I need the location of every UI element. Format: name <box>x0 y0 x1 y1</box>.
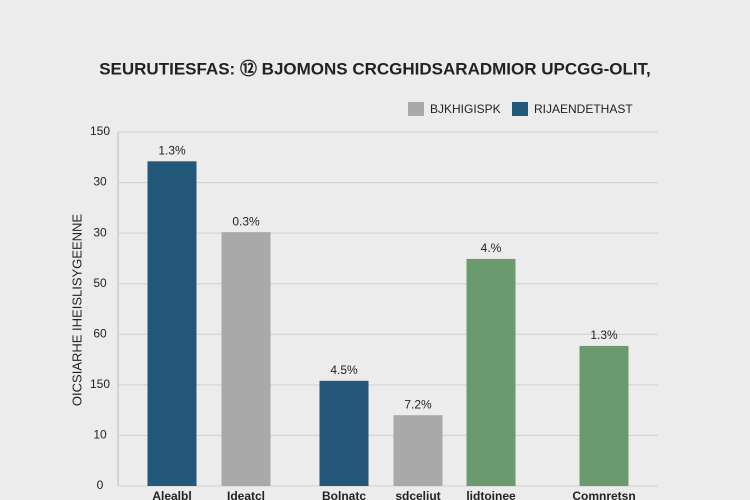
legend-swatch <box>512 102 528 116</box>
y-tick-label: 150 <box>90 124 110 138</box>
bar <box>221 232 271 486</box>
y-tick-label: 150 <box>90 377 110 391</box>
legend-swatch <box>408 102 424 116</box>
y-tick-label: 10 <box>93 428 107 442</box>
chart-title: SEURUTIESFAS: ⑫ BJOMONS CRCGHIDSARADMIOR… <box>99 58 651 78</box>
y-tick-label: 30 <box>93 225 107 239</box>
y-tick-label: 0 <box>97 478 104 492</box>
bar-annotation: 0.3% <box>232 214 260 228</box>
bar-annotation: 1.3% <box>590 328 618 342</box>
bar-annotation: 4.% <box>481 241 502 255</box>
x-tick-label: Bolnatc <box>322 489 366 500</box>
x-tick-label: Ideatcl <box>227 489 265 500</box>
bar <box>466 258 516 486</box>
y-tick-label: 50 <box>93 276 107 290</box>
y-tick-label: 60 <box>93 326 107 340</box>
bar <box>579 345 629 486</box>
bar-annotation: 1.3% <box>158 144 186 158</box>
bar-annotation: 4.5% <box>330 363 358 377</box>
bar <box>393 415 443 486</box>
bar-annotation: 7.2% <box>404 397 432 411</box>
bar <box>319 380 369 486</box>
y-axis-label: OICSIARHE IHEISLISYGEENNE <box>69 214 84 406</box>
x-tick-label: Alealbl <box>152 489 191 500</box>
y-tick-label: 30 <box>93 175 107 189</box>
x-tick-label: sdceliut <box>395 489 440 500</box>
x-tick-label: Comnretsn <box>572 489 635 500</box>
legend-label: BJKHIGISPK <box>430 102 501 116</box>
bar <box>147 161 197 486</box>
legend-label: RIJAENDETHAST <box>534 102 633 116</box>
x-tick-label: lidtoinee <box>466 489 516 500</box>
